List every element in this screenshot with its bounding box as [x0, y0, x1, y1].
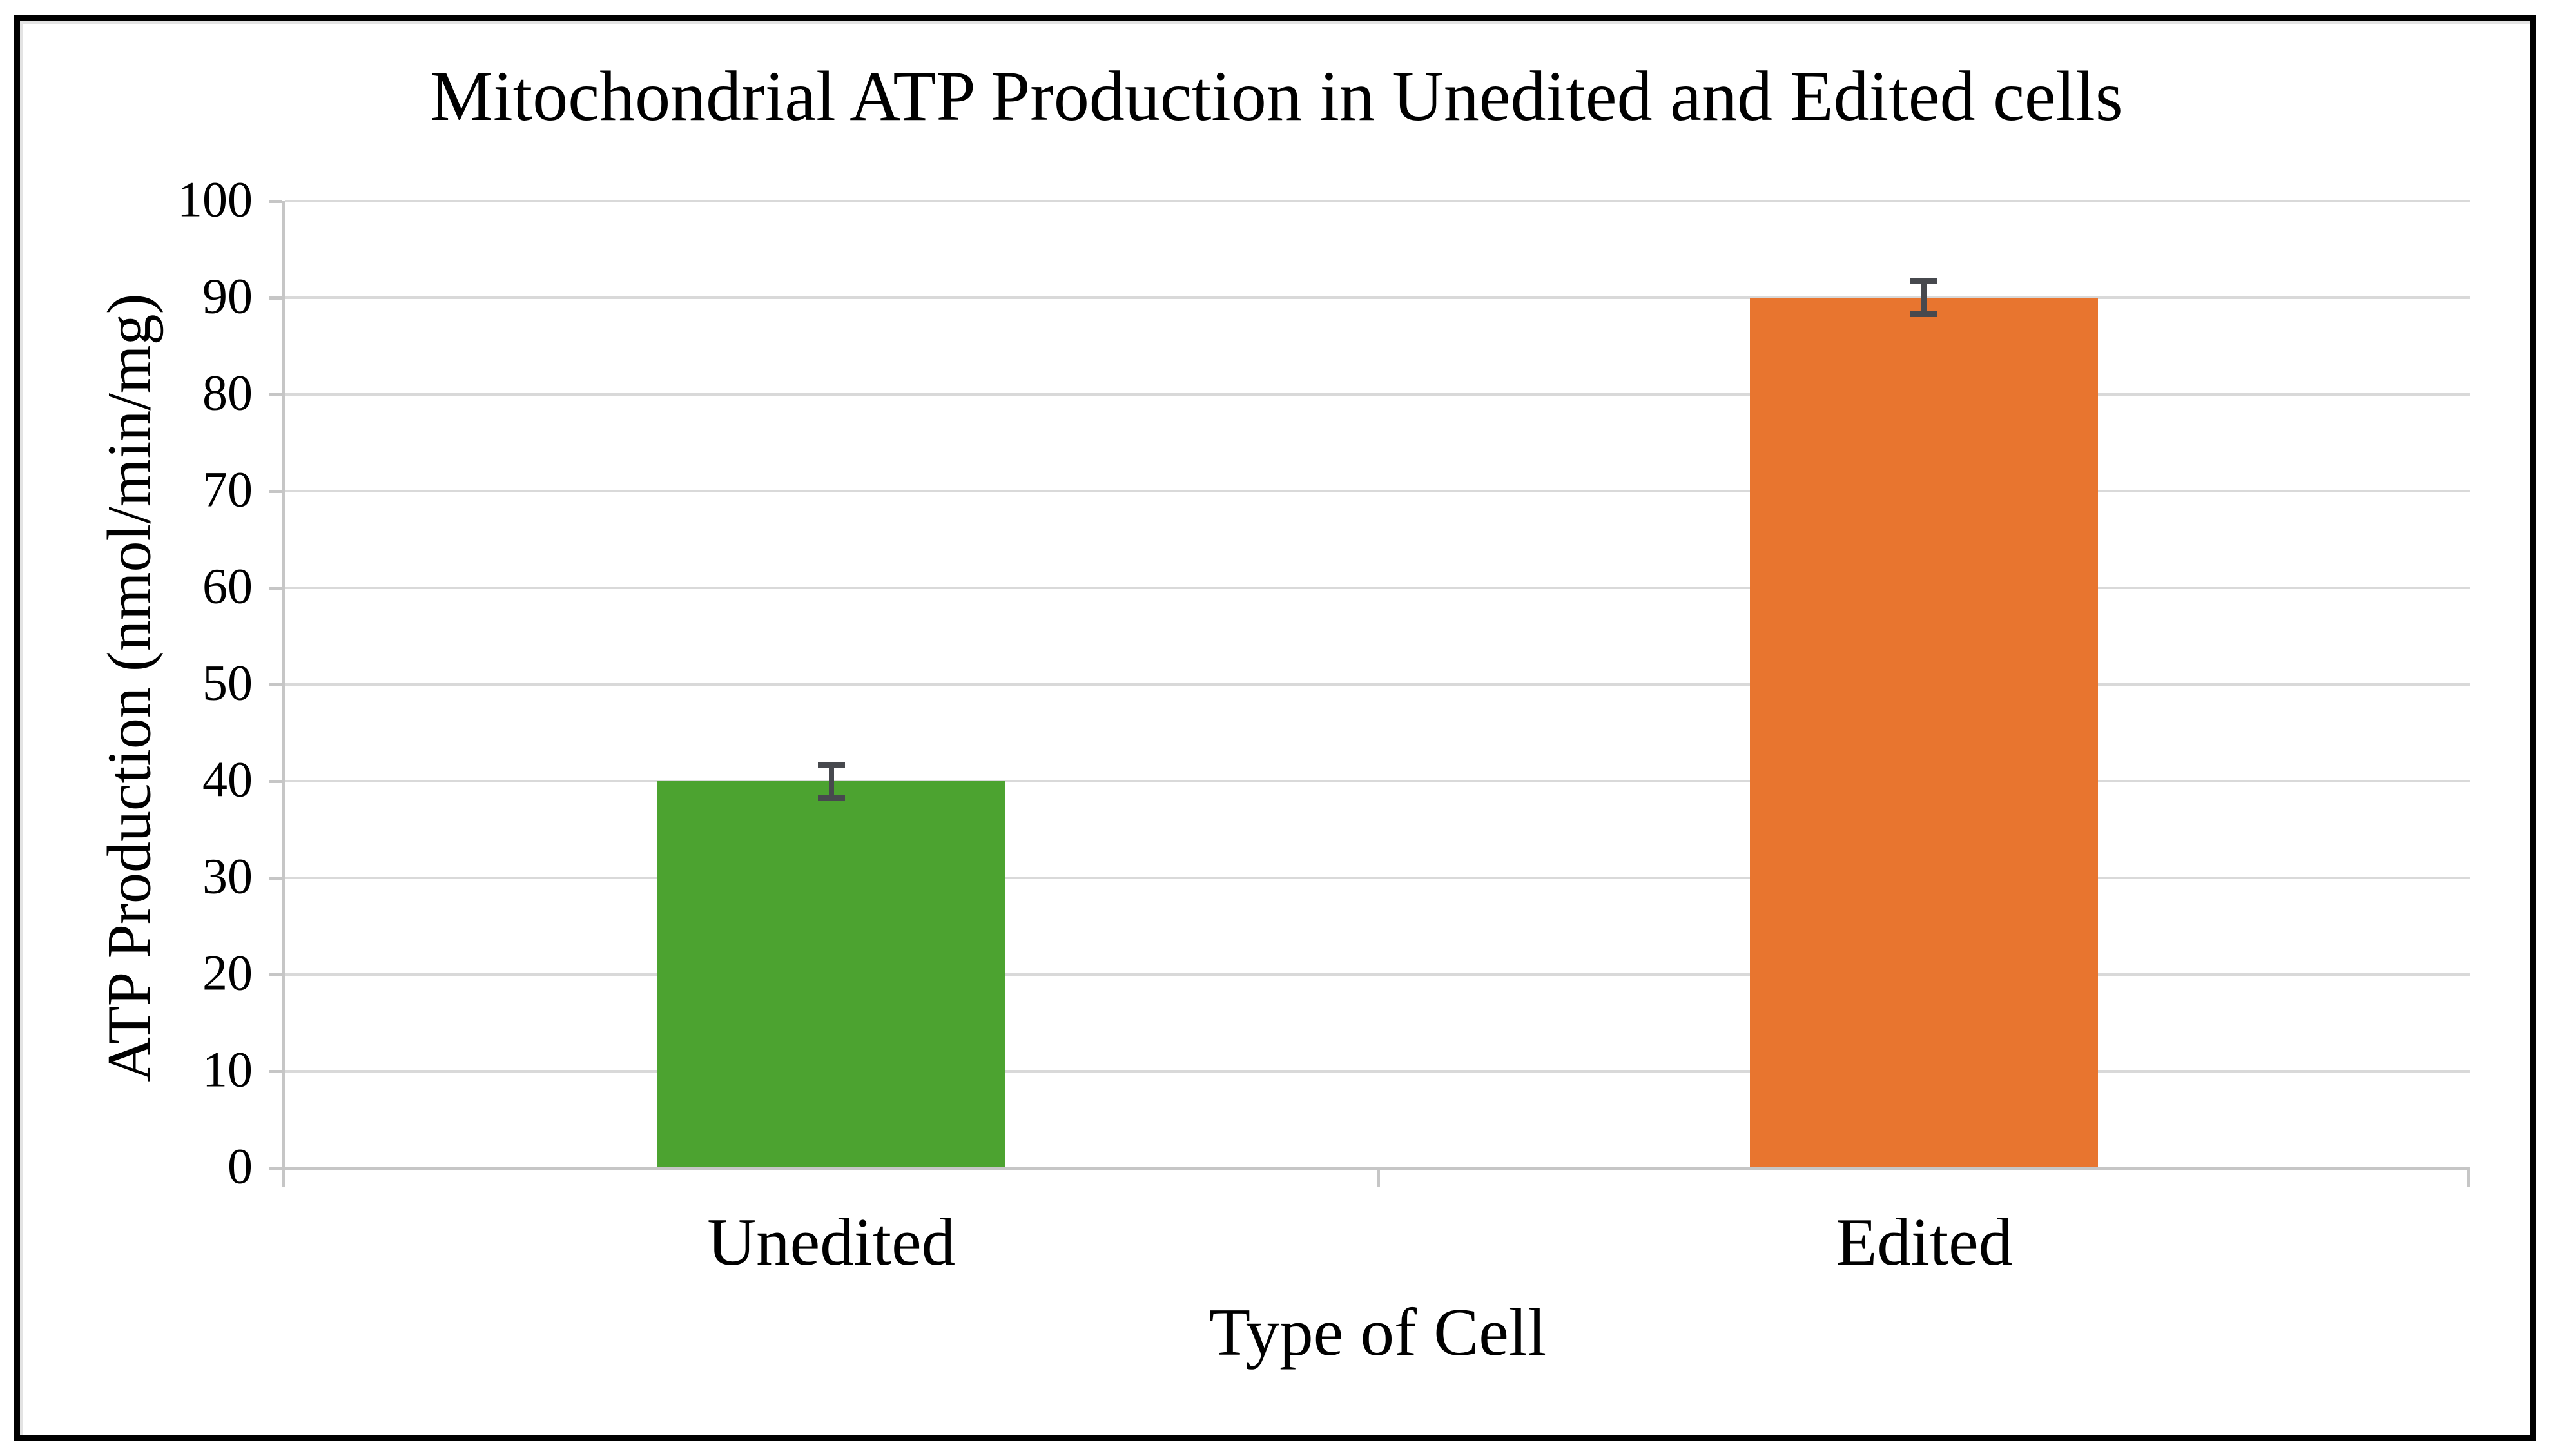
error-bar-edited [1910, 278, 1938, 317]
error-bar-unedited [817, 762, 845, 801]
y-axis-tick-20 [269, 973, 282, 976]
y-axis-line [282, 201, 285, 1186]
y-axis-tick-90 [269, 296, 282, 300]
y-axis-tick-80 [269, 393, 282, 396]
y-tick-label-30: 30 [202, 848, 253, 904]
x-axis-title: Type of Cell [1209, 1294, 1547, 1370]
y-axis-tick-30 [269, 877, 282, 880]
chart-title: Mitochondrial ATP Production in Unedited… [430, 57, 2123, 135]
y-axis-tick-70 [269, 490, 282, 493]
error-bar-cap-bottom [1910, 311, 1938, 317]
gridline-80 [285, 393, 2470, 396]
y-tick-label-20: 20 [202, 944, 253, 1001]
category-label-edited: Edited [1836, 1204, 2013, 1279]
gridline-40 [285, 780, 2470, 782]
y-tick-label-80: 80 [202, 364, 253, 421]
x-axis-tick-right [2467, 1168, 2470, 1187]
x-axis-tick-left [282, 1168, 285, 1187]
y-tick-labels: 100 90 80 70 60 50 40 30 20 10 0 [0, 174, 253, 1191]
gridline-60 [285, 587, 2470, 589]
y-tick-label-40: 40 [202, 751, 253, 808]
bar-edited [1750, 298, 2099, 1168]
x-axis-baseline [285, 1167, 2470, 1170]
y-axis-tick-10 [269, 1070, 282, 1073]
bar-unedited [657, 781, 1005, 1168]
gridline-50 [285, 683, 2470, 686]
plot-area [269, 200, 2470, 1187]
error-bar-cap-top [1910, 278, 1938, 284]
y-axis-tick-0 [269, 1167, 282, 1170]
y-tick-label-100: 100 [177, 171, 253, 228]
y-tick-label-70: 70 [202, 461, 253, 518]
gridline-70 [285, 490, 2470, 492]
error-bar-cap-bottom [817, 795, 845, 801]
gridline-100 [285, 200, 2470, 202]
category-label-unedited: Unedited [707, 1204, 956, 1279]
y-axis-tick-100 [269, 200, 282, 203]
y-tick-label-10: 10 [202, 1041, 253, 1098]
x-category-labels: Unedited Edited [285, 1208, 2470, 1276]
x-axis-tick-middle [1376, 1168, 1380, 1187]
y-axis-tick-60 [269, 587, 282, 590]
gridline-10 [285, 1070, 2470, 1073]
y-tick-label-50: 50 [202, 654, 253, 711]
gridline-90 [285, 296, 2470, 299]
figure-border [14, 15, 2536, 1441]
y-tick-label-0: 0 [228, 1138, 253, 1194]
gridline-20 [285, 973, 2470, 976]
error-bar-cap-top [817, 762, 845, 768]
y-axis-tick-40 [269, 780, 282, 783]
y-tick-label-60: 60 [202, 558, 253, 614]
gridline-30 [285, 877, 2470, 879]
y-tick-label-90: 90 [202, 267, 253, 324]
y-axis-tick-50 [269, 683, 282, 686]
